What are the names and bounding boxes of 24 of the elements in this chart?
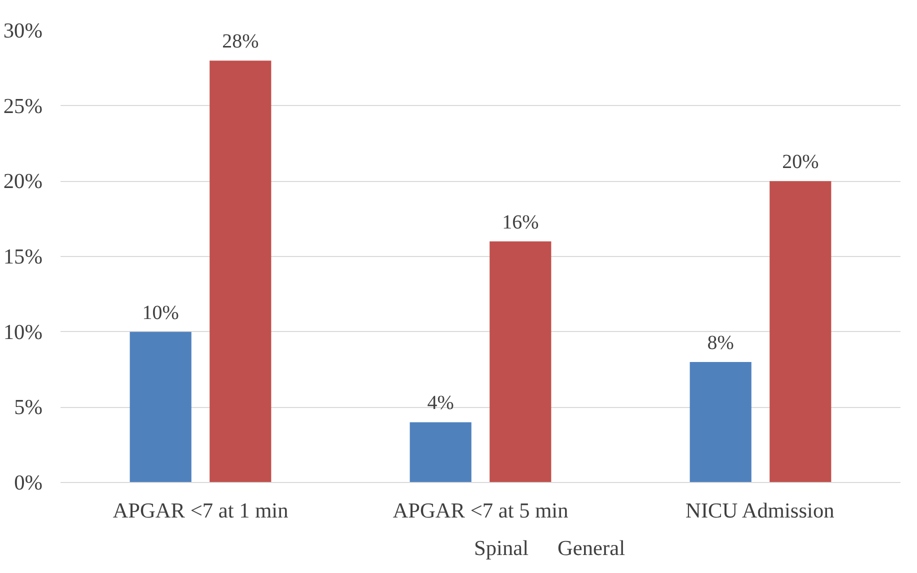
data-label: 10% bbox=[142, 302, 179, 324]
y-tick-label: 15% bbox=[3, 244, 43, 268]
y-tick-label: 20% bbox=[3, 169, 43, 194]
bar bbox=[130, 332, 192, 482]
bar bbox=[410, 422, 472, 482]
y-tick-label: 30% bbox=[3, 18, 43, 42]
x-tick-label: NICU Admission bbox=[686, 498, 835, 522]
y-tick-label: 10% bbox=[3, 320, 43, 344]
text: General bbox=[558, 536, 626, 561]
text: Spinal bbox=[474, 536, 529, 561]
bar bbox=[210, 60, 272, 482]
data-label: 16% bbox=[502, 211, 539, 234]
x-tick-label: APGAR <7 at 5 min bbox=[392, 498, 569, 522]
data-label: 8% bbox=[707, 332, 734, 354]
data-label: 4% bbox=[427, 392, 454, 414]
y-tick-label: 5% bbox=[14, 395, 43, 420]
x-tick-label: APGAR <7 at 1 min bbox=[112, 498, 289, 522]
bar bbox=[690, 362, 752, 482]
y-tick-label: 0% bbox=[14, 470, 43, 494]
bar bbox=[490, 241, 552, 482]
bar bbox=[770, 181, 832, 482]
data-label: 20% bbox=[782, 151, 819, 174]
data-label: 28% bbox=[222, 30, 259, 53]
y-tick-label: 25% bbox=[3, 94, 43, 118]
